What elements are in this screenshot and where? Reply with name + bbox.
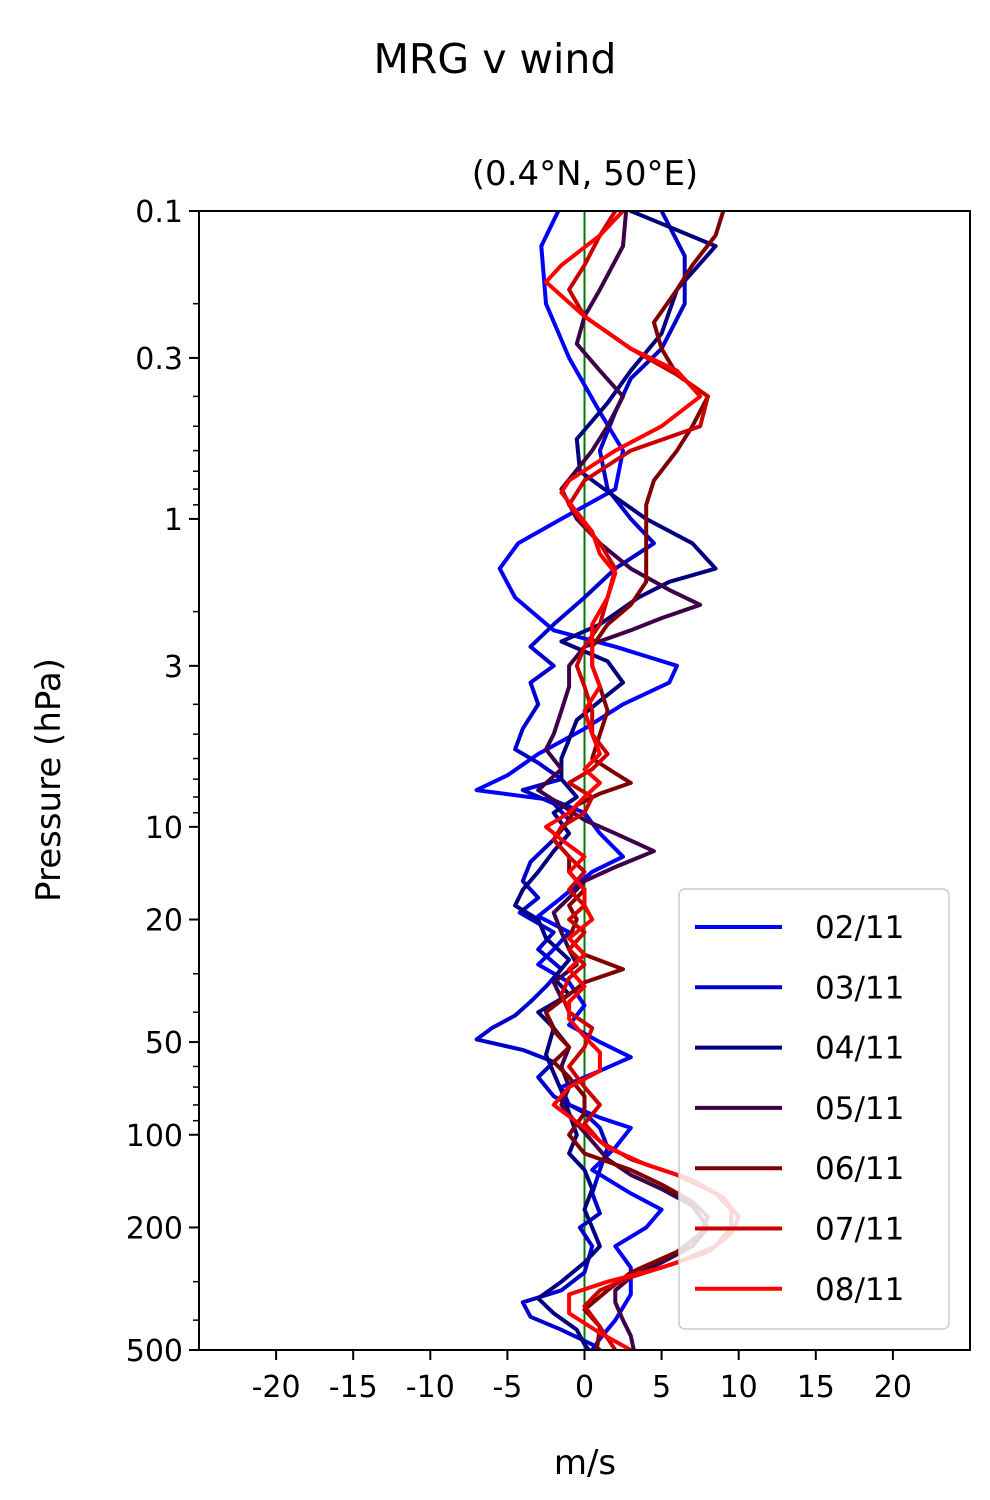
y-tick-label: 0.3 bbox=[135, 342, 183, 377]
x-tick-label: -10 bbox=[406, 1370, 455, 1405]
x-tick-label: 15 bbox=[797, 1370, 835, 1405]
legend-items: 02/11 03/11 04/11 05/11 06/11 07/11 08/11 bbox=[695, 910, 904, 1308]
x-tick-label: 10 bbox=[720, 1370, 758, 1405]
series-line-3 bbox=[513, 211, 718, 1350]
legend-box bbox=[678, 888, 950, 1330]
series-line-1 bbox=[474, 211, 679, 1350]
y-tick-label: 50 bbox=[145, 1026, 183, 1061]
x-tick-label: -15 bbox=[329, 1370, 378, 1405]
legend-label-4: 05/11 bbox=[815, 1091, 904, 1127]
chart-subtitle: (0.4°N, 50°E) bbox=[472, 154, 698, 194]
legend-label-5: 06/11 bbox=[815, 1151, 904, 1187]
y-tick-label: 1 bbox=[164, 503, 183, 538]
figure-title: MRG v wind bbox=[374, 35, 617, 83]
y-tick-label: 10 bbox=[145, 811, 183, 846]
y-tick-label: 0.1 bbox=[135, 195, 183, 230]
x-axis: -20 -15 -10 -5 0 5 10 15 20 bbox=[252, 1350, 912, 1405]
x-tick-label: 20 bbox=[874, 1370, 912, 1405]
x-tick-label: -5 bbox=[492, 1370, 522, 1405]
legend-label-7: 08/11 bbox=[815, 1272, 904, 1308]
x-tick-label: 5 bbox=[652, 1370, 671, 1405]
y-axis-label: Pressure (hPa) bbox=[29, 658, 69, 902]
legend-label-3: 04/11 bbox=[815, 1031, 904, 1067]
x-axis-label: m/s bbox=[554, 1443, 616, 1483]
legend-label-2: 03/11 bbox=[815, 970, 904, 1006]
y-tick-label: 500 bbox=[126, 1334, 183, 1369]
y-tick-label: 200 bbox=[126, 1211, 183, 1246]
legend: 02/11 03/11 04/11 05/11 06/11 07/11 08/11 bbox=[678, 888, 950, 1330]
y-tick-label: 20 bbox=[145, 904, 183, 939]
y-tick-label: 100 bbox=[126, 1119, 183, 1154]
y-axis: 0.1 0.3 1 3 10 20 50 100 200 500 bbox=[126, 195, 199, 1369]
y-tick-label: 3 bbox=[164, 650, 183, 685]
x-tick-label: -20 bbox=[252, 1370, 301, 1405]
x-tick-label: 0 bbox=[575, 1370, 594, 1405]
legend-label-6: 07/11 bbox=[815, 1212, 904, 1248]
legend-label-1: 02/11 bbox=[815, 910, 904, 946]
